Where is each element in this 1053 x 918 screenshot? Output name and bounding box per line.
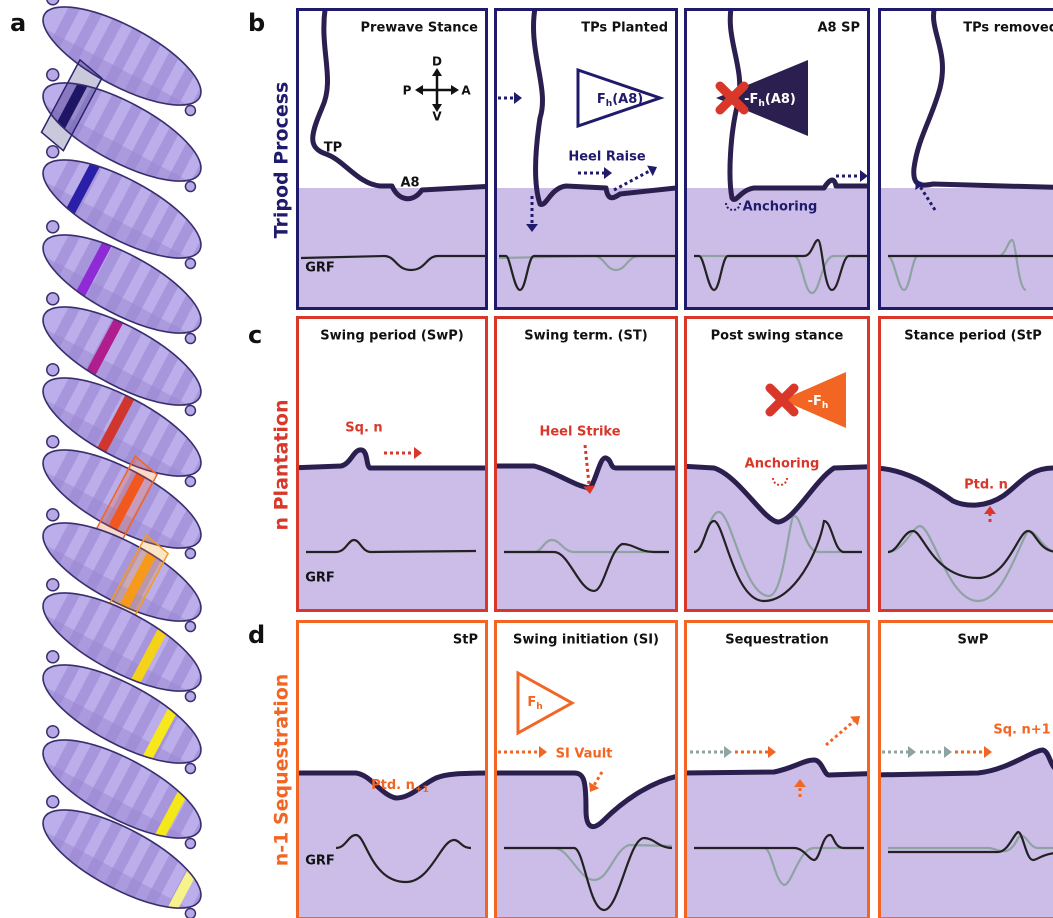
annotation: P [403, 84, 412, 98]
larva-tail [184, 404, 198, 418]
annotation: SI Vault [556, 747, 613, 762]
larva-head [45, 724, 61, 740]
larva-column [18, 0, 226, 918]
panel-title: Prewave Stance [361, 21, 479, 36]
panel-title: StP [453, 633, 478, 648]
panel-title: Post swing stance [711, 329, 844, 344]
panel-label: b [248, 9, 265, 37]
larva-tail [184, 620, 198, 634]
annotation-sub: h [822, 401, 828, 411]
annotation: GRF [305, 571, 335, 586]
annotation-main: F [597, 92, 606, 107]
larva-head [45, 67, 61, 83]
annotation: Ptd. n [964, 478, 1008, 493]
panel-content [873, 316, 1053, 617]
larva-tail [184, 180, 198, 194]
panel-title: TPs Planted [581, 21, 668, 36]
larva-head [45, 219, 61, 235]
annotation: Fh(A8) [597, 92, 643, 109]
larva-head [45, 507, 61, 523]
annotation-main: -F [808, 394, 822, 409]
larva-head [45, 291, 61, 307]
panel: TPs removed [878, 3, 1053, 310]
larva-head [45, 577, 61, 593]
panel-content [679, 620, 889, 918]
panel-title: Swing period (SwP) [320, 329, 463, 344]
annotation-sub: h [536, 702, 542, 712]
panel-title: Swing term. (ST) [524, 329, 647, 344]
annotation-main: Ptd. n [371, 778, 415, 793]
panel-content [291, 620, 501, 918]
annotation: Anchoring [745, 457, 820, 472]
panel: A8 SP [684, 3, 884, 310]
panel-title: Swing initiation (SI) [513, 633, 659, 648]
panel-content [684, 3, 884, 310]
panel-content [489, 316, 699, 617]
panel-content [873, 620, 1053, 918]
annotation: A [461, 84, 471, 98]
larva-tail [184, 762, 198, 776]
annotation-rest: (A8) [612, 92, 643, 107]
annotation: TP [324, 141, 342, 156]
ground [494, 188, 678, 310]
panel-title: Sequestration [725, 633, 829, 648]
annotation: Heel Strike [539, 425, 620, 440]
larva-tail [184, 690, 198, 704]
annotation: Heel Raise [568, 150, 645, 165]
panel: Sequestration [679, 620, 889, 918]
annotation: -Fh(A8) [744, 92, 796, 109]
larva-head [45, 649, 61, 665]
annotation-rest: (A8) [765, 92, 796, 107]
row-title: n Plantation [271, 399, 293, 530]
annotation: GRF [305, 261, 335, 276]
figure: Prewave Stance TPs Planted A8 SP TPs remove… [0, 0, 1053, 918]
larva-tail [184, 547, 198, 561]
annotation: Sq. n+1 [993, 723, 1050, 738]
larva-tail [184, 257, 198, 271]
panel-title: A8 SP [817, 21, 860, 36]
annotation-sub: +1 [415, 785, 429, 795]
larva-head [45, 362, 61, 378]
larva-tail [184, 475, 198, 489]
annotation: Sq. n [345, 421, 382, 436]
panel: Swing term. (ST) [489, 316, 699, 617]
panel-title: TPs removed [963, 21, 1053, 36]
larva-head [45, 434, 61, 450]
panel-content [878, 3, 1053, 310]
panel-label: a [10, 9, 26, 37]
panel-title: Stance period (StP [904, 329, 1041, 344]
panel: Swing initiation (SI) [489, 620, 699, 918]
panel-label: c [248, 321, 262, 349]
larva-tail [184, 332, 198, 346]
ground [291, 450, 501, 617]
panel-title: SwP [958, 633, 989, 648]
annotation: Anchoring [743, 200, 818, 215]
panel-content [489, 620, 699, 918]
annotation-main: -F [744, 92, 758, 107]
annotation: V [432, 110, 442, 124]
ground [296, 188, 488, 310]
annotation: D [432, 55, 442, 69]
panel: SwP [873, 620, 1053, 918]
panel-label: d [248, 621, 265, 649]
annotation: GRF [305, 854, 335, 869]
annotation: A8 [400, 176, 419, 191]
panel: Stance period (StP [873, 316, 1053, 617]
annotation-main: F [527, 695, 536, 710]
larva-head [45, 794, 61, 810]
larva-tail [184, 837, 198, 851]
larva-tail [184, 104, 198, 118]
larva-head [45, 0, 61, 7]
row-title: Tripod Process [271, 82, 293, 239]
row-title: n-1 Sequestration [271, 674, 293, 867]
ground [679, 760, 889, 918]
ground [878, 188, 1053, 310]
panel: StP [291, 620, 501, 918]
